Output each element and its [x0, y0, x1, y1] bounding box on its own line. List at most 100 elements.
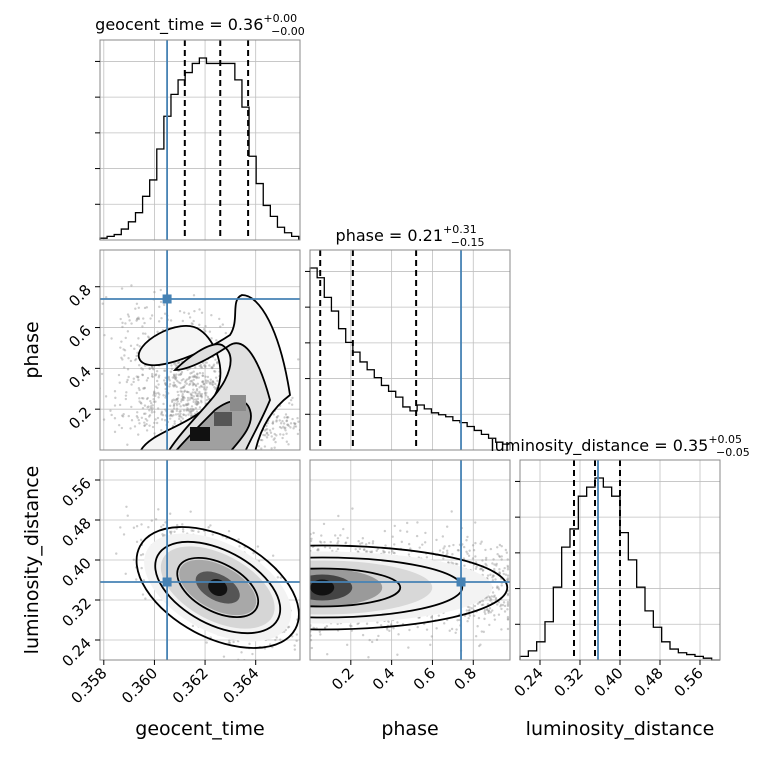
scatter-point	[114, 396, 117, 400]
scatter-point	[136, 343, 139, 347]
scatter-point	[323, 545, 327, 549]
scatter-point	[137, 316, 140, 319]
scatter-point	[336, 537, 340, 540]
scatter-point	[143, 404, 147, 407]
scatter-point	[175, 402, 178, 405]
scatter-point	[497, 588, 501, 591]
scatter-point	[196, 392, 200, 396]
scatter-point	[332, 445, 334, 447]
scatter-point	[473, 604, 477, 608]
scatter-point	[170, 364, 173, 367]
scatter-point	[182, 390, 186, 393]
scatter-point	[274, 638, 277, 642]
scatter-point	[169, 319, 173, 322]
scatter-point	[263, 429, 267, 432]
scatter-point	[421, 543, 424, 546]
scatter-point	[136, 411, 139, 414]
scatter-point	[172, 381, 176, 384]
scatter-point	[177, 413, 180, 416]
scatter-point	[323, 626, 327, 629]
scatter-point	[430, 635, 434, 638]
scatter-point	[189, 372, 192, 375]
scatter-point	[191, 381, 194, 384]
contour-line	[135, 526, 300, 649]
scatter-point	[275, 416, 279, 419]
scatter-point	[134, 358, 137, 362]
scatter-point	[185, 378, 189, 381]
scatter-point	[160, 412, 163, 415]
scatter-point	[132, 380, 135, 384]
scatter-point	[452, 543, 455, 547]
scatter-point	[174, 375, 177, 378]
scatter-point	[191, 383, 195, 387]
scatter-point	[138, 345, 141, 348]
scatter-point	[228, 641, 232, 645]
scatter-point	[489, 547, 493, 551]
scatter-point	[183, 389, 187, 393]
scatter-point	[466, 620, 469, 623]
scatter-point	[284, 429, 287, 432]
scatter-point	[379, 624, 383, 627]
scatter-point	[356, 550, 360, 553]
scatter-point	[143, 386, 146, 390]
scatter-point	[493, 567, 496, 571]
scatter-point	[113, 390, 117, 393]
scatter-point	[142, 412, 146, 416]
scatter-point	[184, 381, 187, 384]
scatter-point	[182, 409, 186, 412]
scatter-point	[153, 410, 156, 414]
scatter-point	[446, 549, 449, 553]
x-tick-label: 0.364	[219, 664, 262, 707]
scatter-point	[364, 550, 368, 553]
scatter-point	[159, 288, 162, 292]
scatter-point	[296, 417, 299, 420]
scatter-point	[312, 531, 315, 535]
scatter-point	[286, 423, 289, 426]
scatter-point	[170, 367, 174, 371]
scatter-point	[306, 421, 308, 423]
scatter-point	[201, 380, 204, 383]
scatter-point	[392, 627, 395, 630]
scatter-point	[203, 392, 207, 395]
scatter-point	[393, 524, 396, 528]
x-tick-label: 0.48	[630, 664, 666, 700]
scatter-point	[141, 373, 144, 376]
scatter-point	[502, 572, 505, 576]
scatter-point	[297, 420, 300, 423]
scatter-point	[179, 409, 182, 413]
scatter-point	[486, 574, 490, 577]
scatter-point	[160, 316, 163, 320]
scatter-point	[129, 344, 133, 348]
scatter-point	[192, 382, 195, 386]
scatter-point	[286, 416, 290, 419]
scatter-point	[415, 534, 419, 538]
contour-line	[310, 567, 402, 608]
scatter-point	[328, 546, 332, 550]
scatter-point	[496, 553, 499, 556]
scatter-point	[278, 425, 282, 429]
scatter-point	[143, 321, 146, 325]
scatter-point	[195, 388, 199, 391]
scatter-point	[310, 539, 313, 543]
scatter-point	[178, 414, 182, 417]
scatter-point	[168, 382, 172, 386]
scatter-point	[196, 372, 199, 375]
scatter-point	[194, 401, 198, 404]
scatter-point	[202, 386, 206, 389]
scatter-point	[187, 377, 191, 381]
scatter-point	[200, 366, 204, 369]
scatter-point	[490, 595, 493, 598]
scatter-point	[383, 529, 387, 533]
scatter-point	[210, 366, 214, 370]
scatter-point	[113, 430, 117, 434]
scatter-point	[357, 539, 360, 543]
scatter-point	[425, 628, 429, 631]
scatter-point	[479, 542, 482, 545]
y-tick-label: 0.6	[65, 322, 95, 352]
scatter-point	[492, 574, 495, 578]
scatter-point	[150, 409, 154, 412]
scatter-point	[182, 386, 185, 389]
scatter-point	[275, 420, 278, 423]
scatter-point	[185, 403, 189, 407]
scatter-point	[488, 596, 492, 599]
